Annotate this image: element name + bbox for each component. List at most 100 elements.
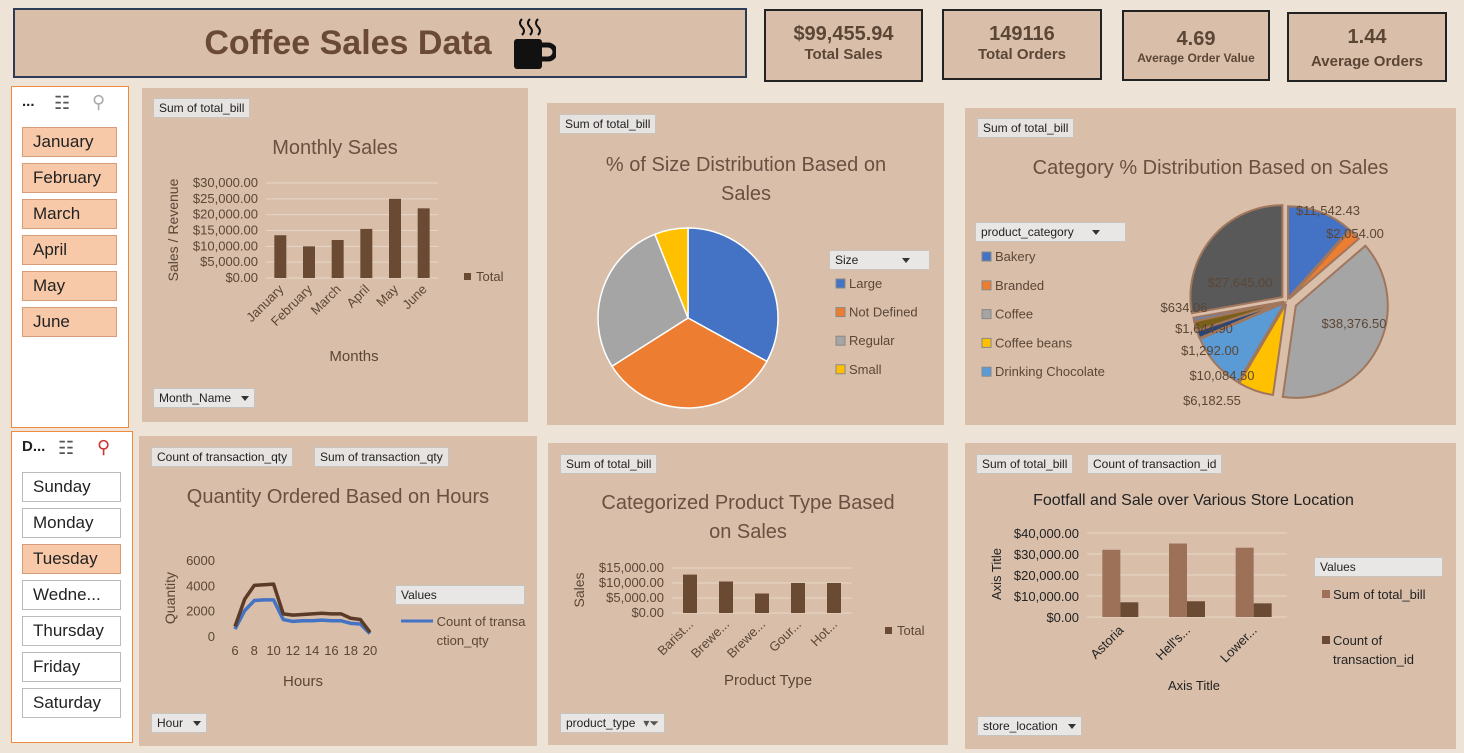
multi-select-icon[interactable]: ☷ — [54, 93, 71, 113]
pie-slice — [1198, 300, 1288, 384]
kpi-total-orders: 149116 Total Orders — [942, 9, 1102, 80]
chart-title: % of Size Distribution Based on Sales — [605, 154, 887, 205]
kpi-average-orders: 1.44 Average Orders — [1287, 12, 1447, 82]
legend-label: Total — [897, 623, 925, 638]
pie-slice — [1192, 300, 1285, 323]
y-tick-label: $5,000.00 — [606, 590, 664, 605]
axis-field-button[interactable]: Month_Name — [153, 388, 256, 408]
slicer-item-may[interactable]: May — [22, 271, 117, 301]
axis-field-button[interactable]: store_location — [977, 716, 1082, 736]
y-tick-label: 4000 — [186, 578, 215, 593]
data-label: $1,292.00 — [1181, 343, 1239, 358]
x-tick-label: April — [343, 281, 372, 310]
x-tick-label: June — [399, 282, 430, 313]
x-tick-label: 16 — [324, 643, 338, 658]
slicer-item-sunday[interactable]: Sunday — [22, 472, 121, 502]
y-tick-label: $15,000.00 — [193, 223, 258, 238]
legend-swatch — [981, 337, 992, 348]
axis-field-button[interactable]: product_type ▾⏷ — [560, 713, 666, 733]
data-label: $10,084.50 — [1189, 368, 1254, 383]
x-tick-label: Brewe... — [724, 617, 768, 661]
y-tick-label: $5,000.00 — [200, 254, 258, 269]
data-label: $2,054.00 — [1326, 226, 1384, 241]
y-tick-label: $10,000.00 — [599, 575, 664, 590]
multi-select-icon[interactable]: ☷ — [58, 438, 75, 458]
chart-title: Categorized Product Type Based on Sales — [601, 492, 895, 543]
slicer-item-january[interactable]: January — [22, 127, 117, 157]
slicer-item-april[interactable]: April — [22, 235, 117, 265]
slicer-item-march[interactable]: March — [22, 199, 117, 229]
legend-field-button[interactable]: product_category — [975, 222, 1126, 242]
field-label: store_location — [983, 719, 1058, 733]
bar — [274, 235, 287, 278]
bar — [331, 240, 344, 278]
y-tick-label: $0.00 — [225, 270, 258, 285]
kpi-average-order-value: 4.69 Average Order Value — [1122, 10, 1270, 81]
value-field-tag[interactable]: Sum of total_bill — [153, 98, 251, 118]
bar — [389, 198, 401, 278]
legend-title-box: Values — [395, 585, 525, 605]
pie-slice — [1287, 205, 1351, 301]
x-tick-label: 14 — [305, 643, 319, 658]
x-tick-label: Hell's... — [1153, 623, 1193, 663]
y-tick-label: $15,000.00 — [599, 560, 664, 575]
bar — [1187, 601, 1205, 617]
legend-swatch — [835, 335, 846, 346]
kpi-value: 1.44 — [1347, 26, 1387, 48]
y-tick-label: $40,000.00 — [1014, 526, 1079, 541]
kpi-value: 149116 — [989, 23, 1055, 45]
store-location-chart: $0.00 $10,000.00 $20,000.00 $30,000.00 $40,0… — [989, 526, 1426, 693]
slicer-item-tuesday[interactable]: Tuesday — [22, 544, 121, 574]
y-tick-label: $30,000.00 — [193, 175, 258, 190]
bar — [360, 228, 373, 278]
slicer-item-friday[interactable]: Friday — [22, 652, 121, 682]
size-distribution-chart: Large Not Defined Regular Small — [597, 227, 918, 409]
kpi-total-sales: $99,455.94 Total Sales — [764, 9, 923, 82]
kpi-label: Average Order Value — [1137, 51, 1255, 65]
y-tick-label: $25,000.00 — [193, 191, 258, 206]
dashboard-title-box: Coffee Sales Data — [13, 8, 747, 78]
data-label: $634.06 — [1161, 300, 1208, 315]
value-field-tag-count[interactable]: Count of transaction_qty — [151, 447, 294, 467]
legend-label: Count of — [1333, 633, 1383, 648]
legend-label: Sum of total_bill — [1333, 587, 1426, 602]
slicer-item-thursday[interactable]: Thursday — [22, 616, 121, 646]
y-axis-title: Quantity — [162, 572, 178, 624]
x-axis-title: Hours — [283, 673, 323, 690]
dropdown-arrow-icon — [193, 721, 202, 727]
x-tick-label: 6 — [231, 643, 238, 658]
filter-icon: ▾⏷ — [643, 716, 660, 730]
slicer-item-saturday[interactable]: Saturday — [22, 688, 121, 718]
value-field-tag[interactable]: Sum of total_bill — [977, 118, 1075, 138]
y-tick-label: $10,000.00 — [193, 238, 258, 253]
value-field-tag[interactable]: Sum of total_bill — [560, 454, 658, 474]
slicer-item-wednesday[interactable]: Wedne... — [22, 580, 121, 610]
axis-field-button[interactable]: Hour — [151, 713, 208, 733]
legend-label: Large — [849, 276, 882, 291]
value-field-tag-count[interactable]: Count of transaction_id — [1087, 454, 1223, 474]
value-field-tag-sum[interactable]: Sum of transaction_qty — [314, 447, 449, 467]
legend-label: transaction_id — [1333, 652, 1414, 667]
legend-label: Regular — [849, 333, 895, 348]
slicer-item-monday[interactable]: Monday — [22, 508, 121, 538]
pie-slice — [597, 233, 689, 368]
x-axis-title: Axis Title — [1168, 678, 1220, 693]
slicer-header: D... — [22, 438, 46, 455]
bar — [1235, 547, 1254, 617]
x-tick-label: May — [373, 281, 401, 309]
series-line — [233, 598, 372, 635]
slicer-item-february[interactable]: February — [22, 163, 117, 193]
day-slicer: D... ☷ ⚲ Sunday Monday Tuesday Wedne... … — [11, 431, 133, 743]
slicer-item-june[interactable]: June — [22, 307, 117, 337]
legend-label: Coffee — [995, 307, 1033, 322]
kpi-label: Total Sales — [804, 46, 883, 63]
legend-swatch — [835, 307, 846, 318]
data-label: $1,644.90 — [1175, 321, 1233, 336]
x-tick-label: Brewe... — [688, 617, 732, 661]
legend-field-button[interactable]: Size — [829, 250, 930, 270]
value-field-tag-sum[interactable]: Sum of total_bill — [976, 454, 1074, 474]
clear-filter-icon[interactable]: ⚲ — [97, 437, 111, 457]
clear-filter-icon[interactable]: ⚲ — [92, 92, 106, 112]
value-field-tag[interactable]: Sum of total_bill — [559, 114, 657, 134]
legend-swatch — [835, 278, 846, 289]
